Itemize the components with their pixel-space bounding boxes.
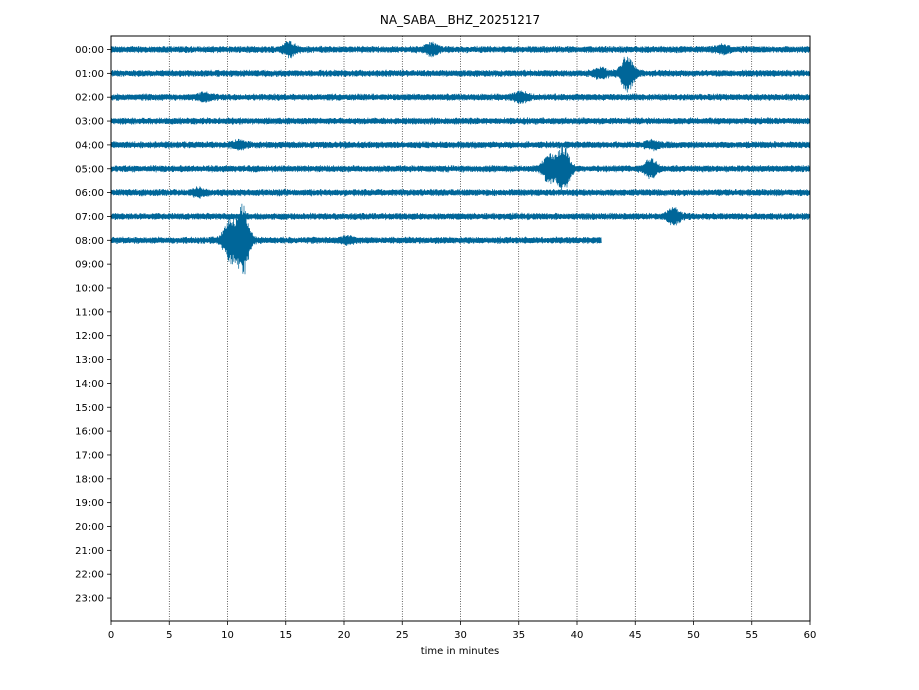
y-tick-label: 05:00	[75, 164, 104, 175]
y-tick-label: 07:00	[75, 212, 104, 223]
x-tick-label: 15	[279, 630, 292, 641]
x-tick-label: 55	[745, 630, 758, 641]
y-axis-ticks: 00:00 01:00 02:00 03:00 04:00 05:00 06:00 07:00…	[75, 45, 111, 605]
trace-0500	[110, 143, 811, 194]
y-tick-label: 10:00	[75, 284, 104, 295]
seismogram-traces	[110, 40, 811, 275]
trace-0200	[110, 90, 811, 104]
y-tick-label: 09:00	[75, 260, 104, 271]
y-tick-label: 16:00	[75, 427, 104, 438]
y-tick-label: 14:00	[75, 379, 104, 390]
y-tick-label: 06:00	[75, 188, 104, 199]
y-tick-label: 19:00	[75, 498, 104, 509]
x-tick-label: 60	[804, 630, 817, 641]
y-tick-label: 11:00	[75, 307, 104, 318]
trace-0300	[110, 117, 811, 125]
grid-lines	[168, 36, 753, 621]
trace-0400	[110, 138, 811, 152]
trace-0600	[110, 186, 811, 199]
trace-0800	[110, 203, 602, 275]
y-tick-label: 02:00	[75, 93, 104, 104]
y-tick-label: 20:00	[75, 522, 104, 533]
trace-0000	[110, 40, 811, 59]
x-tick-label: 30	[454, 630, 467, 641]
y-tick-label: 21:00	[75, 546, 104, 557]
x-axis-label: time in minutes	[421, 646, 500, 657]
y-tick-label: 13:00	[75, 355, 104, 366]
y-tick-label: 08:00	[75, 236, 104, 247]
x-tick-label: 45	[629, 630, 642, 641]
x-tick-label: 5	[166, 630, 172, 641]
y-tick-label: 23:00	[75, 594, 104, 605]
y-tick-label: 15:00	[75, 403, 104, 414]
x-tick-label: 0	[108, 630, 114, 641]
chart-title: NA_SABA__BHZ_20251217	[380, 13, 540, 27]
y-tick-label: 04:00	[75, 140, 104, 151]
y-tick-label: 00:00	[75, 45, 104, 56]
y-tick-label: 18:00	[75, 474, 104, 485]
x-tick-label: 50	[687, 630, 700, 641]
y-tick-label: 03:00	[75, 117, 104, 128]
x-tick-label: 35	[512, 630, 525, 641]
y-tick-label: 22:00	[75, 570, 104, 581]
x-tick-label: 40	[571, 630, 584, 641]
trace-0700	[110, 207, 811, 226]
y-tick-label: 12:00	[75, 331, 104, 342]
x-axis-ticks: 0 5 10 15 20 25 30 35 40 45 50 55 60	[108, 621, 817, 641]
trace-0100	[110, 56, 811, 93]
x-tick-label: 10	[221, 630, 234, 641]
x-tick-label: 25	[396, 630, 409, 641]
x-tick-label: 20	[338, 630, 351, 641]
y-tick-label: 01:00	[75, 69, 104, 80]
y-tick-label: 17:00	[75, 450, 104, 461]
